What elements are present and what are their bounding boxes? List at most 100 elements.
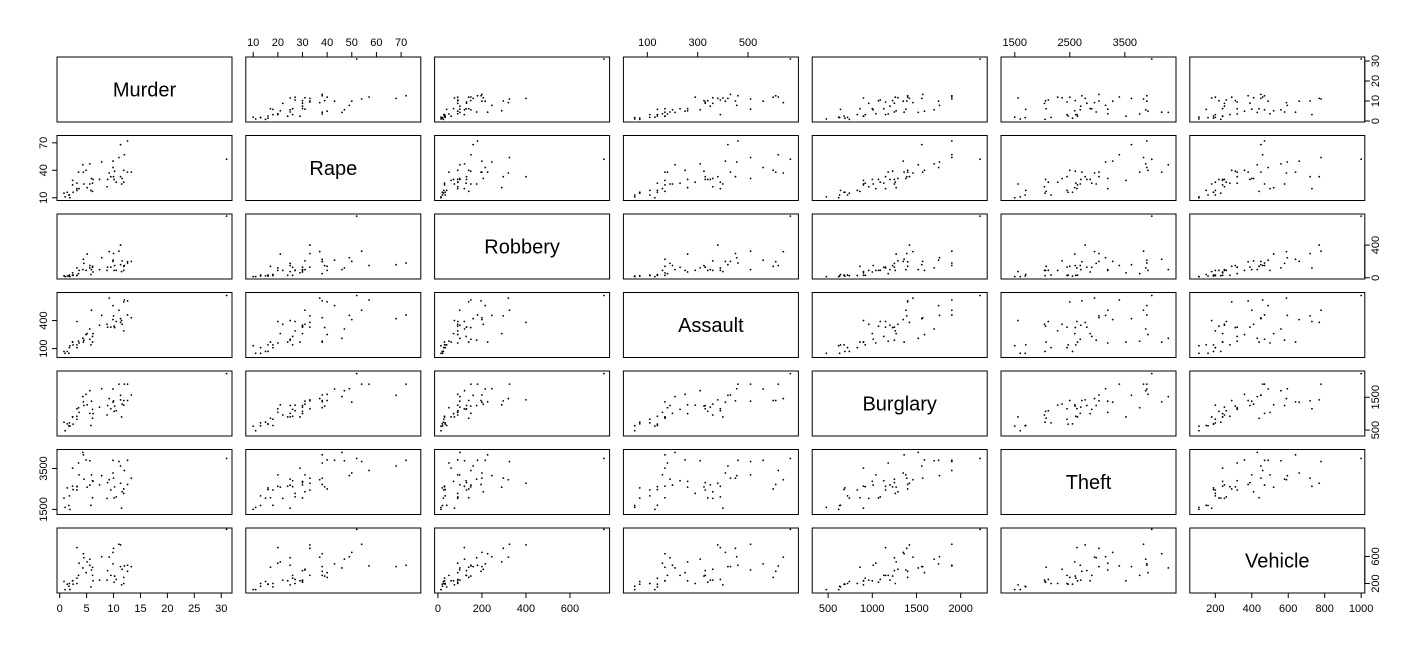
panel-frame <box>1000 56 1177 123</box>
point <box>86 560 89 563</box>
panel-frame <box>56 449 233 515</box>
point <box>1272 403 1275 406</box>
point <box>368 469 370 472</box>
point <box>1198 116 1200 119</box>
point <box>291 574 294 577</box>
point <box>525 175 527 178</box>
point <box>1050 274 1052 276</box>
point <box>1066 418 1068 421</box>
point <box>633 424 636 427</box>
point <box>289 564 292 567</box>
point <box>112 477 115 480</box>
point <box>671 183 674 185</box>
point <box>76 189 78 192</box>
point <box>1076 416 1079 418</box>
point <box>456 333 459 336</box>
point <box>120 270 123 273</box>
point <box>91 566 94 569</box>
point <box>703 170 705 173</box>
point <box>1125 416 1127 418</box>
point <box>904 108 907 111</box>
point <box>465 175 468 178</box>
point <box>937 259 940 262</box>
point <box>1095 404 1098 407</box>
point <box>704 178 707 181</box>
point <box>486 341 489 343</box>
panel-frame <box>811 135 988 201</box>
point <box>887 171 890 174</box>
point <box>1167 111 1170 114</box>
point <box>279 109 282 112</box>
point <box>895 186 898 189</box>
point <box>908 97 911 100</box>
point <box>118 460 120 463</box>
point <box>704 569 707 572</box>
point <box>724 472 727 474</box>
point <box>859 341 861 343</box>
point <box>441 352 444 355</box>
point <box>661 411 664 414</box>
point <box>694 96 697 99</box>
point <box>709 483 712 486</box>
point <box>405 564 407 567</box>
point <box>1283 111 1286 113</box>
point <box>1263 183 1266 185</box>
point <box>1219 118 1222 121</box>
point <box>470 338 472 341</box>
point <box>1047 320 1050 323</box>
point <box>633 506 636 509</box>
point <box>839 504 842 507</box>
point <box>445 586 448 588</box>
x-tick-label: 600 <box>1279 603 1297 615</box>
point <box>321 260 324 263</box>
point <box>933 328 936 330</box>
point <box>671 108 674 111</box>
point <box>456 99 459 102</box>
point <box>774 171 777 174</box>
point <box>308 398 311 401</box>
point <box>1318 244 1321 246</box>
point <box>299 579 301 582</box>
point <box>443 341 446 343</box>
point <box>502 175 505 178</box>
variable-label: Murder <box>113 80 177 102</box>
point <box>119 244 122 246</box>
point <box>882 574 885 577</box>
point <box>774 260 777 263</box>
point <box>92 480 94 483</box>
point <box>664 467 666 470</box>
point <box>912 250 914 253</box>
point <box>872 338 875 341</box>
point <box>777 96 780 98</box>
point <box>90 189 92 192</box>
point <box>709 178 712 181</box>
point <box>71 485 74 487</box>
point <box>864 343 867 346</box>
point <box>661 269 664 272</box>
point <box>1230 169 1233 172</box>
variable-label: Burglary <box>862 394 936 416</box>
point <box>1079 564 1082 567</box>
panel-frame <box>56 527 233 594</box>
point <box>716 175 719 178</box>
point <box>789 372 792 375</box>
point <box>323 486 326 488</box>
point <box>465 404 468 407</box>
point <box>1250 400 1253 403</box>
point <box>1218 269 1220 272</box>
point <box>318 297 321 300</box>
point <box>1236 113 1239 115</box>
point <box>467 96 470 99</box>
point <box>395 565 398 568</box>
point <box>950 250 953 253</box>
point <box>119 398 122 401</box>
point <box>440 425 442 428</box>
point <box>664 184 666 186</box>
point <box>1261 264 1264 267</box>
point <box>706 497 709 499</box>
point <box>304 309 306 312</box>
point <box>905 252 908 255</box>
point <box>1013 116 1016 119</box>
point <box>321 406 324 409</box>
point <box>653 196 656 199</box>
